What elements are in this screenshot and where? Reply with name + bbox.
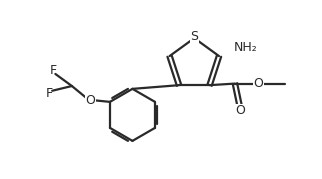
Text: O: O <box>235 104 245 117</box>
Text: F: F <box>50 64 57 77</box>
Text: F: F <box>45 87 52 100</box>
Text: S: S <box>190 30 198 43</box>
Text: O: O <box>253 77 263 90</box>
Text: NH₂: NH₂ <box>233 41 257 54</box>
Text: O: O <box>85 94 95 107</box>
